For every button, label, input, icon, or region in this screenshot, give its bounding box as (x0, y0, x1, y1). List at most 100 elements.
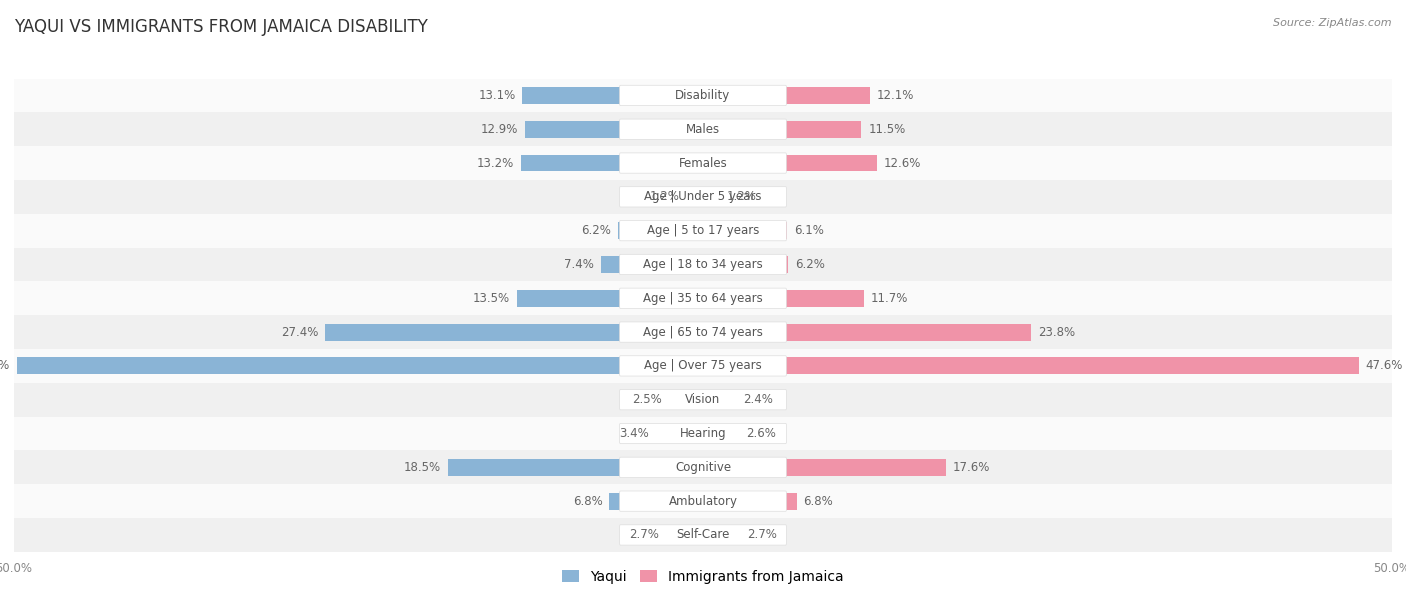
Bar (0, 382, 1406, 417)
Bar (620, 526, 666, 543)
FancyBboxPatch shape (620, 220, 786, 241)
Bar (609, 493, 620, 510)
Text: Self-Care: Self-Care (676, 528, 730, 542)
Text: 12.9%: 12.9% (481, 123, 519, 136)
Text: 6.2%: 6.2% (796, 258, 825, 271)
Bar (0, 78, 1406, 113)
Bar (786, 324, 1031, 340)
Bar (523, 87, 620, 104)
Text: 13.1%: 13.1% (478, 89, 516, 102)
FancyBboxPatch shape (620, 457, 786, 477)
Bar (0, 282, 1406, 315)
Bar (0, 484, 1406, 518)
Text: Disability: Disability (675, 89, 731, 102)
Text: Age | Over 75 years: Age | Over 75 years (644, 359, 762, 372)
Text: Age | Under 5 years: Age | Under 5 years (644, 190, 762, 203)
Text: 6.2%: 6.2% (581, 224, 610, 237)
Text: 2.5%: 2.5% (631, 393, 662, 406)
Bar (738, 425, 786, 442)
FancyBboxPatch shape (620, 187, 786, 207)
Text: 47.6%: 47.6% (1365, 359, 1403, 372)
Text: 13.2%: 13.2% (477, 157, 515, 170)
FancyBboxPatch shape (620, 491, 786, 511)
Bar (720, 188, 786, 205)
Text: 6.8%: 6.8% (804, 494, 834, 507)
Bar (0, 248, 1406, 282)
Bar (786, 121, 862, 138)
Text: 2.7%: 2.7% (628, 528, 659, 542)
Bar (786, 155, 876, 171)
Text: Age | 5 to 17 years: Age | 5 to 17 years (647, 224, 759, 237)
Text: 3.4%: 3.4% (620, 427, 650, 440)
Text: 6.8%: 6.8% (572, 494, 602, 507)
Bar (449, 459, 620, 476)
Bar (0, 146, 1406, 180)
Bar (737, 391, 786, 408)
Text: Age | 35 to 64 years: Age | 35 to 64 years (643, 292, 763, 305)
Text: Source: ZipAtlas.com: Source: ZipAtlas.com (1274, 18, 1392, 28)
Text: YAQUI VS IMMIGRANTS FROM JAMAICA DISABILITY: YAQUI VS IMMIGRANTS FROM JAMAICA DISABIL… (14, 18, 427, 36)
Text: Age | 65 to 74 years: Age | 65 to 74 years (643, 326, 763, 338)
Bar (786, 87, 870, 104)
Bar (786, 256, 789, 273)
Text: 17.6%: 17.6% (952, 461, 990, 474)
Text: 1.2%: 1.2% (727, 190, 756, 203)
Text: Ambulatory: Ambulatory (668, 494, 738, 507)
FancyBboxPatch shape (620, 322, 786, 342)
FancyBboxPatch shape (620, 288, 786, 308)
Bar (600, 256, 620, 273)
Text: Males: Males (686, 123, 720, 136)
Bar (740, 526, 786, 543)
FancyBboxPatch shape (620, 255, 786, 275)
Text: 13.5%: 13.5% (472, 292, 510, 305)
Bar (617, 222, 620, 239)
Bar (786, 493, 797, 510)
Text: 11.5%: 11.5% (869, 123, 905, 136)
Bar (17, 357, 620, 375)
FancyBboxPatch shape (620, 356, 786, 376)
Text: Age | 18 to 34 years: Age | 18 to 34 years (643, 258, 763, 271)
FancyBboxPatch shape (620, 525, 786, 545)
Bar (517, 290, 620, 307)
Text: Vision: Vision (685, 393, 721, 406)
Text: 2.4%: 2.4% (742, 393, 773, 406)
Bar (522, 155, 620, 171)
Bar (0, 214, 1406, 248)
Text: Females: Females (679, 157, 727, 170)
Bar (0, 417, 1406, 450)
FancyBboxPatch shape (620, 85, 786, 105)
Bar (0, 315, 1406, 349)
Text: Hearing: Hearing (679, 427, 727, 440)
FancyBboxPatch shape (620, 119, 786, 140)
Text: 49.8%: 49.8% (0, 359, 10, 372)
Bar (620, 425, 657, 442)
FancyBboxPatch shape (620, 390, 786, 410)
Text: 1.2%: 1.2% (650, 190, 679, 203)
Bar (786, 357, 1358, 375)
Text: 12.1%: 12.1% (876, 89, 914, 102)
Bar (620, 391, 669, 408)
Text: 27.4%: 27.4% (281, 326, 319, 338)
Bar (620, 188, 686, 205)
Text: 12.6%: 12.6% (883, 157, 921, 170)
Text: 6.1%: 6.1% (794, 224, 824, 237)
Text: 7.4%: 7.4% (564, 258, 595, 271)
Bar (0, 180, 1406, 214)
Bar (0, 113, 1406, 146)
Bar (786, 290, 865, 307)
Text: 18.5%: 18.5% (404, 461, 441, 474)
Bar (0, 349, 1406, 382)
Bar (0, 450, 1406, 484)
Bar (526, 121, 620, 138)
Text: 23.8%: 23.8% (1038, 326, 1076, 338)
Bar (0, 518, 1406, 552)
Bar (786, 459, 945, 476)
FancyBboxPatch shape (620, 424, 786, 444)
Legend: Yaqui, Immigrants from Jamaica: Yaqui, Immigrants from Jamaica (562, 570, 844, 584)
Bar (325, 324, 620, 340)
Text: Cognitive: Cognitive (675, 461, 731, 474)
Text: 2.7%: 2.7% (747, 528, 778, 542)
Text: 11.7%: 11.7% (872, 292, 908, 305)
FancyBboxPatch shape (620, 153, 786, 173)
Text: 2.6%: 2.6% (745, 427, 776, 440)
